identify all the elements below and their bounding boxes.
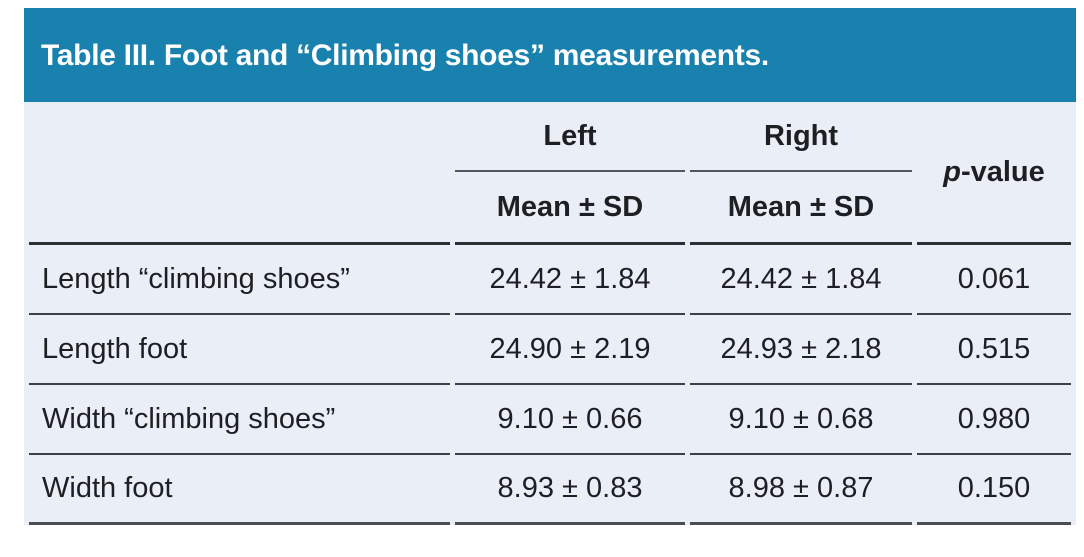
table-row: Width “climbing shoes” 9.10 ± 0.66 9.10 … bbox=[29, 385, 1071, 455]
table-rows: Length “climbing shoes” 24.42 ± 1.84 24.… bbox=[29, 245, 1071, 525]
right-mean-cell: 9.10 ± 0.68 bbox=[690, 385, 912, 455]
left-mean-cell: 9.10 ± 0.66 bbox=[455, 385, 685, 455]
corner-spacer-cell bbox=[29, 102, 450, 245]
p-value-suffix: -value bbox=[960, 155, 1045, 188]
left-mean-cell: 8.93 ± 0.83 bbox=[455, 455, 685, 525]
table-title-bar: Table III. Foot and “Climbing shoes” mea… bbox=[24, 8, 1076, 102]
table-title: Table III. Foot and “Climbing shoes” mea… bbox=[41, 38, 769, 72]
table-figure: Table III. Foot and “Climbing shoes” mea… bbox=[24, 8, 1076, 525]
subheader-left-mean-sd: Mean ± SD bbox=[455, 172, 685, 245]
right-mean-cell: 8.98 ± 0.87 bbox=[690, 455, 912, 525]
column-header-p-value: p-value bbox=[917, 102, 1071, 245]
table-header: Left Right p-value Mean ± SD Mean ± SD bbox=[29, 102, 1071, 245]
table-row: Length foot 24.90 ± 2.19 24.93 ± 2.18 0.… bbox=[29, 315, 1071, 385]
table-row: Length “climbing shoes” 24.42 ± 1.84 24.… bbox=[29, 245, 1071, 315]
measurements-table: Left Right p-value Mean ± SD Mean ± SD L… bbox=[24, 102, 1076, 525]
right-mean-cell: 24.42 ± 1.84 bbox=[690, 245, 912, 315]
column-header-left: Left bbox=[455, 102, 685, 172]
header-group-row: Left Right p-value bbox=[29, 102, 1071, 245]
table-row: Width foot 8.93 ± 0.83 8.98 ± 0.87 0.150 bbox=[29, 455, 1071, 525]
header-sub-row: Mean ± SD Mean ± SD bbox=[29, 172, 1071, 245]
row-label-cell: Width foot bbox=[29, 455, 450, 525]
subheader-right-mean-sd: Mean ± SD bbox=[690, 172, 912, 245]
row-label-cell: Width “climbing shoes” bbox=[29, 385, 450, 455]
p-value-cell: 0.980 bbox=[917, 385, 1071, 455]
left-mean-cell: 24.90 ± 2.19 bbox=[455, 315, 685, 385]
row-label-cell: Length “climbing shoes” bbox=[29, 245, 450, 315]
p-value-cell: 0.061 bbox=[917, 245, 1071, 315]
column-header-right: Right bbox=[690, 102, 912, 172]
left-mean-cell: 24.42 ± 1.84 bbox=[455, 245, 685, 315]
right-mean-cell: 24.93 ± 2.18 bbox=[690, 315, 912, 385]
p-value-cell: 0.150 bbox=[917, 455, 1071, 525]
p-value-italic-p: p bbox=[943, 155, 961, 188]
table-body-background: Left Right p-value Mean ± SD Mean ± SD L… bbox=[24, 102, 1076, 525]
p-value-cell: 0.515 bbox=[917, 315, 1071, 385]
row-label-cell: Length foot bbox=[29, 315, 450, 385]
